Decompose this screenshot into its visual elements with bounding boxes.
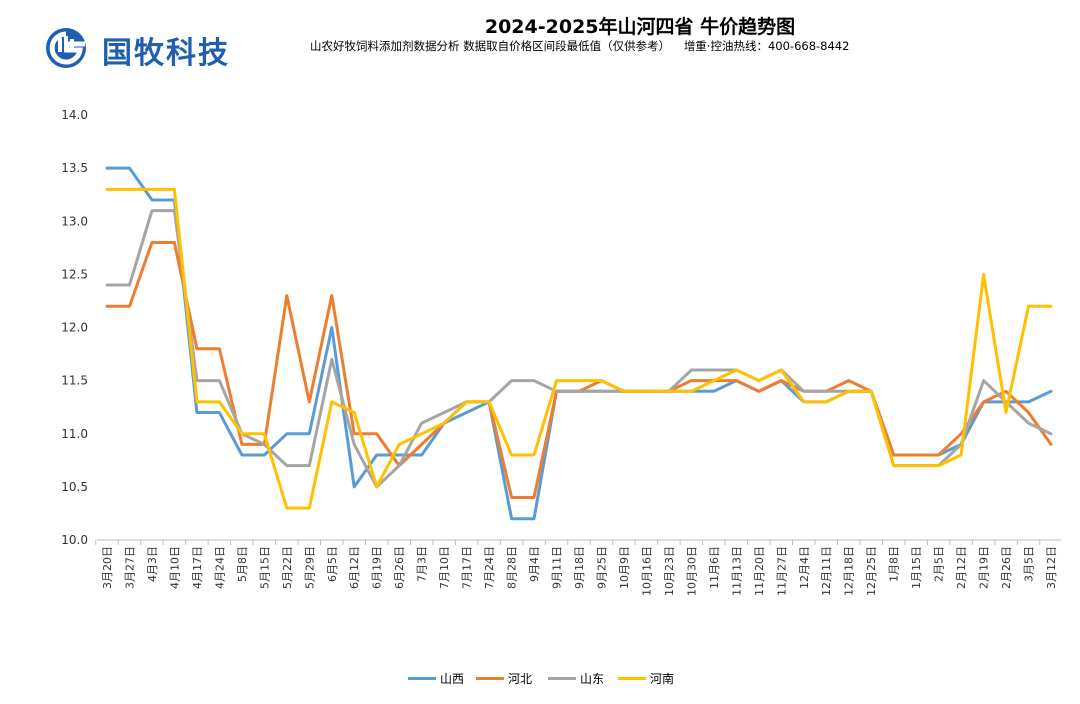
legend-label: 河南	[650, 672, 675, 686]
x-tick-label: 2月26日	[1000, 546, 1013, 589]
legend-swatch	[408, 677, 436, 680]
x-tick-label: 4月17日	[191, 546, 204, 589]
x-tick-label: 3月27日	[123, 546, 136, 589]
brand-name: 国牧科技	[102, 36, 230, 71]
x-tick-label: 7月10日	[438, 546, 451, 589]
y-axis: 10.0 10.5 11.0 11.5 12.0 12.5 13.0 13.5 14.0	[61, 108, 88, 547]
x-tick-label: 3月5日	[1023, 546, 1036, 582]
x-tick-label: 2月19日	[978, 546, 991, 589]
legend-label: 河北	[508, 672, 533, 686]
x-tick-label: 12月11日	[820, 546, 833, 596]
legend-label: 山西	[440, 672, 465, 686]
legend-item: 河北	[476, 670, 532, 687]
x-tick-label: 4月10日	[168, 546, 181, 589]
x-tick-label: 12月25日	[865, 546, 878, 596]
x-tick-label: 10月30日	[685, 546, 698, 596]
subtitle-source-note: 山农好牧饲料添加剂数据分析 数据取自价格区间段最低值（仅供参考）	[310, 39, 671, 53]
x-tick-label: 1月8日	[888, 546, 901, 582]
x-tick-label: 7月24日	[483, 546, 496, 589]
x-tick-label: 11月20日	[753, 546, 766, 596]
x-tick-label: 7月3日	[416, 546, 429, 582]
x-tick-label: 5月29日	[303, 546, 316, 589]
legend-swatch	[548, 677, 576, 680]
series-lines	[105, 166, 1053, 521]
x-tick-label: 11月27日	[775, 546, 788, 596]
x-tick-label: 9月4日	[528, 546, 541, 582]
x-tick-label: 6月5日	[326, 546, 339, 582]
x-tick-label: 11月13日	[730, 546, 743, 596]
x-tick-label: 6月26日	[393, 546, 406, 589]
y-tick-label: 14.0	[61, 108, 88, 122]
x-tick-label: 5月8日	[236, 546, 249, 582]
x-tick-label: 5月15日	[258, 546, 271, 589]
series-line-河南	[105, 187, 1053, 510]
x-tick-label: 10月9日	[618, 546, 631, 589]
legend-label: 山东	[580, 672, 605, 686]
x-tick-label: 3月20日	[101, 546, 114, 589]
x-tick-label: 10月16日	[640, 546, 653, 596]
x-tick-label: 12月4日	[798, 546, 811, 589]
chart-subtitle: 山农好牧饲料添加剂数据分析 数据取自价格区间段最低值（仅供参考） 增重·控油热线…	[310, 38, 970, 54]
subtitle-hotline: 增重·控油热线：400-668-8442	[683, 39, 850, 53]
legend-item: 河南	[618, 670, 674, 687]
y-tick-label: 10.5	[61, 480, 88, 494]
x-tick-label: 5月22日	[281, 546, 294, 589]
x-tick-label: 12月18日	[843, 546, 856, 596]
y-tick-label: 11.5	[61, 374, 88, 388]
y-tick-label: 10.0	[61, 533, 88, 547]
chart-legend: 山西 河北 山东 河南	[0, 670, 1080, 690]
x-tick-label: 10月23日	[663, 546, 676, 596]
y-tick-label: 13.0	[61, 214, 88, 228]
x-tick-label: 11月6日	[708, 546, 721, 589]
x-tick-label: 9月11日	[551, 546, 564, 589]
x-axis: 3月20日 3月27日 4月3日 4月10日 4月17日 4月24日 5月8日 5月15日 5月…	[95, 539, 1061, 596]
series-line-河北	[105, 241, 1053, 499]
x-tick-label: 2月12日	[955, 546, 968, 589]
brand-logo-icon	[46, 28, 86, 68]
chart-title: 2024-2025年山河四省 牛价趋势图	[484, 16, 796, 38]
legend-item: 山东	[548, 670, 604, 687]
legend-swatch	[476, 677, 504, 680]
y-tick-label: 11.0	[61, 427, 88, 441]
legend-item: 山西	[408, 670, 464, 687]
x-tick-label: 8月28日	[506, 546, 519, 589]
x-tick-label: 6月19日	[371, 546, 384, 589]
x-tick-label: 9月25日	[595, 546, 608, 589]
x-tick-label: 4月24日	[213, 546, 226, 589]
x-tick-label: 9月18日	[573, 546, 586, 589]
x-tick-label: 6月12日	[348, 546, 361, 589]
y-tick-label: 12.5	[61, 267, 88, 281]
x-tick-label: 7月17日	[461, 546, 474, 589]
x-tick-label: 3月12日	[1045, 546, 1058, 589]
brand-logo: 国牧科技	[44, 26, 254, 71]
x-tick-label: 4月3日	[146, 546, 159, 582]
x-tick-label: 2月5日	[933, 546, 946, 582]
y-tick-label: 12.0	[61, 321, 88, 335]
x-tick-label: 1月15日	[910, 546, 923, 589]
legend-swatch	[618, 677, 646, 680]
y-tick-label: 13.5	[61, 161, 88, 175]
